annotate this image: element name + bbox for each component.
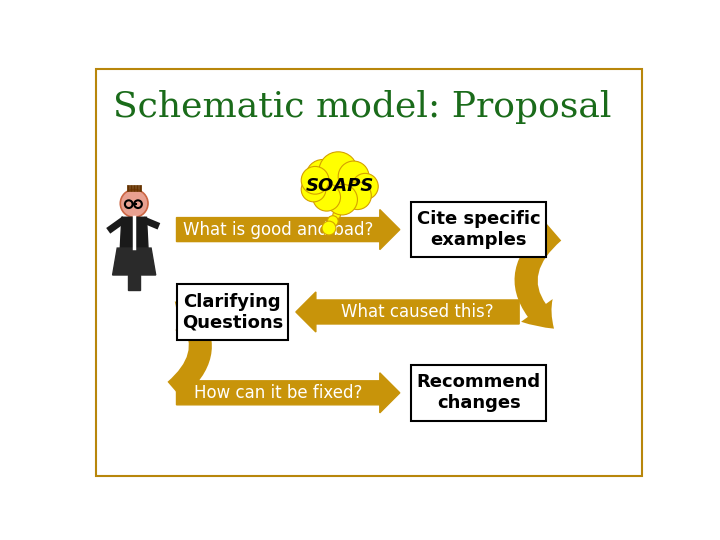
Circle shape (301, 166, 329, 194)
FancyArrowPatch shape (168, 301, 212, 399)
FancyBboxPatch shape (411, 365, 546, 421)
Polygon shape (296, 292, 519, 332)
Text: SOAPS: SOAPS (305, 177, 374, 195)
Text: How can it be fixed?: How can it be fixed? (194, 384, 362, 402)
FancyBboxPatch shape (176, 284, 288, 340)
Polygon shape (120, 217, 148, 248)
Circle shape (322, 221, 336, 235)
Bar (128, 275, 140, 291)
Circle shape (327, 184, 357, 215)
Text: Schematic model: Proposal: Schematic model: Proposal (113, 90, 612, 124)
Circle shape (338, 161, 369, 192)
Text: What is good and bad?: What is good and bad? (183, 220, 374, 239)
FancyBboxPatch shape (411, 202, 546, 257)
Circle shape (328, 215, 338, 226)
Text: Recommend
changes: Recommend changes (417, 374, 541, 412)
Polygon shape (176, 373, 400, 413)
Text: Cite specific
examples: Cite specific examples (417, 210, 541, 249)
FancyArrowPatch shape (515, 224, 562, 329)
Text: What caused this?: What caused this? (341, 303, 494, 321)
Polygon shape (176, 210, 400, 249)
Circle shape (306, 159, 340, 193)
Circle shape (312, 184, 341, 211)
Circle shape (120, 190, 148, 217)
Circle shape (319, 152, 357, 190)
Text: Clarifying
Questions: Clarifying Questions (181, 293, 283, 332)
Circle shape (352, 173, 378, 200)
Polygon shape (112, 248, 156, 275)
Circle shape (333, 211, 341, 219)
Circle shape (343, 182, 372, 210)
Circle shape (301, 177, 326, 202)
